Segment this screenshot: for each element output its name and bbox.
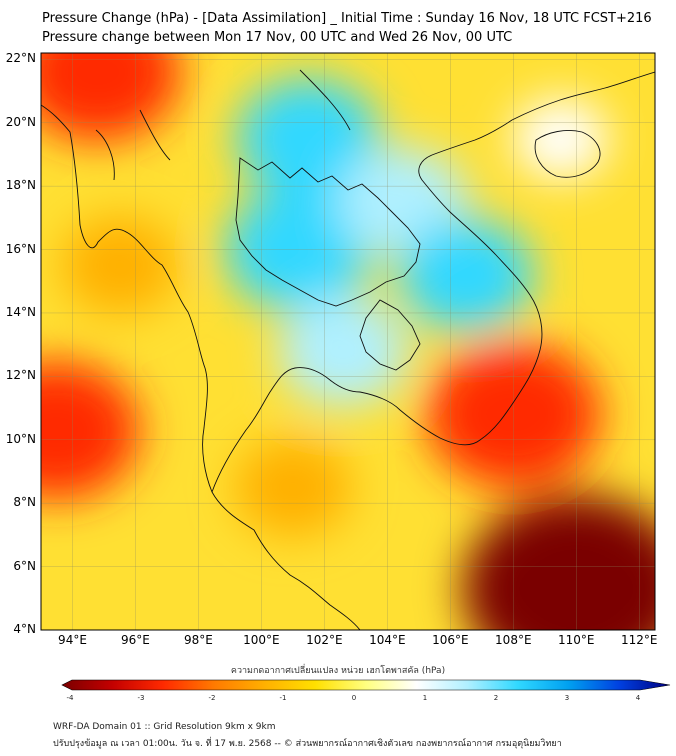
field-region-north-edge-warm: [41, 53, 181, 142]
colorbar-tick: -3: [137, 694, 145, 702]
lon-label: 112°E: [621, 633, 658, 647]
grid-lines: [41, 53, 655, 630]
colorbar-tick: 1: [422, 694, 428, 702]
colorbar-tick: 4: [635, 694, 641, 702]
colorbar: [61, 679, 671, 691]
lon-label: 96°E: [121, 633, 150, 647]
lat-label: 16°N: [5, 241, 36, 256]
lat-label: 12°N: [5, 368, 36, 383]
lat-label: 20°N: [5, 114, 36, 129]
colorbar-tick: -1: [279, 694, 287, 702]
map-frame: [40, 52, 656, 631]
lon-label: 100°E: [243, 633, 280, 647]
colorbar-tick: -4: [66, 694, 74, 702]
field-region-southeast-warm: [462, 494, 655, 630]
lat-label: 18°N: [5, 178, 36, 193]
field-region-vietnam-blue: [398, 218, 534, 332]
lon-label: 102°E: [306, 633, 343, 647]
field-region-hainan-light: [512, 98, 609, 179]
map-title-line2: Pressure change between Mon 17 Nov, 00 U…: [42, 30, 513, 45]
colorbar-tick: -2: [208, 694, 216, 702]
footer-model-info: WRF-DA Domain 01 :: Grid Resolution 9km …: [53, 722, 276, 732]
lat-label: 8°N: [13, 495, 36, 510]
lat-label: 4°N: [13, 622, 36, 636]
field-region-north-blue: [236, 78, 381, 199]
lon-label: 104°E: [369, 633, 406, 647]
footer-update-info: ปรับปรุงข้อมูล ณ เวลา 01:00น. วัน จ. ที่…: [53, 739, 562, 749]
field-region-south-thai-blue: [278, 296, 409, 406]
lon-label: 108°E: [495, 633, 532, 647]
coastlines: [41, 69, 655, 630]
lon-label: 94°E: [58, 633, 87, 647]
lat-label: 10°N: [5, 431, 36, 446]
colorbar-label: ความกดอากาศเปลี่ยนแปลง หน่วย เฮกโตพาสคัล…: [230, 666, 446, 676]
lat-label: 14°N: [5, 304, 36, 319]
map-title-line1: Pressure Change (hPa) - [Data Assimilati…: [42, 11, 652, 26]
colorbar-bar: [61, 679, 671, 691]
colorbar-tick: 3: [564, 694, 570, 702]
field-region-gulf-mid: [234, 437, 352, 537]
lat-label: 6°N: [13, 558, 36, 573]
lon-label: 106°E: [432, 633, 469, 647]
colorbar-tick: 2: [493, 694, 499, 702]
field-region-andaman-warm: [41, 361, 140, 500]
lat-label: 22°N: [5, 51, 36, 66]
colorbar-tick: 0: [351, 694, 357, 702]
lon-label: 98°E: [183, 633, 213, 647]
lon-label: 110°E: [558, 633, 595, 647]
field-region-bay-mid: [61, 216, 179, 315]
pressure-change-map: [40, 52, 656, 631]
